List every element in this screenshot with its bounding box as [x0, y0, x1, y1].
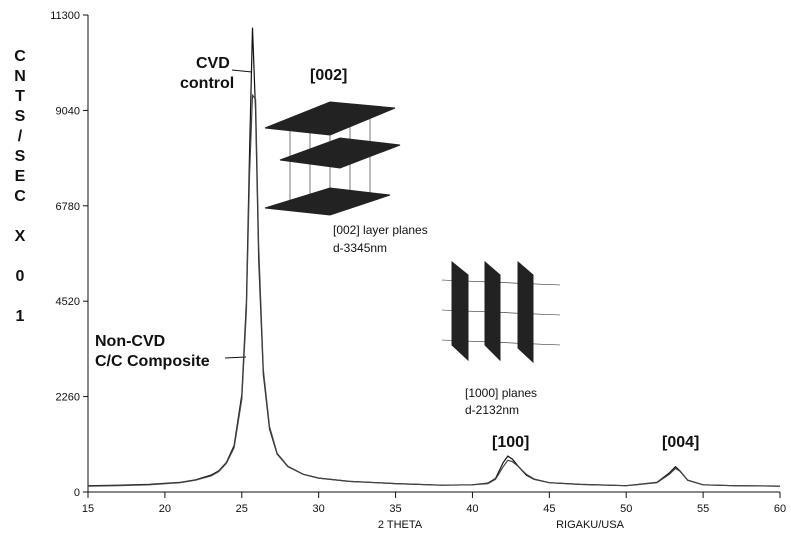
layer-illustration [264, 101, 401, 216]
y-axis-label: CNTS/SEC X 0 1 [12, 48, 29, 328]
x-tick-label: 55 [697, 503, 709, 515]
note: RIGAKU/USA [556, 519, 625, 531]
annotation: [1000] planes [465, 386, 537, 400]
annotation: [004] [662, 434, 699, 451]
series-line [87, 93, 781, 487]
y-tick-label: 2260 [56, 392, 80, 404]
y-tick-label: 0 [74, 487, 80, 499]
x-tick-label: 20 [159, 503, 171, 515]
annotation: [002] layer planes [333, 223, 428, 237]
annotation: [100] [492, 434, 529, 451]
annotation: d-3345nm [333, 241, 387, 255]
x-tick-label: 15 [82, 503, 94, 515]
series-line [87, 27, 781, 487]
annotation: d-2132nm [465, 403, 519, 417]
x-tick-label: 40 [466, 503, 478, 515]
x-tick-label: 35 [389, 503, 401, 515]
x-tick-label: 25 [236, 503, 248, 515]
plane-illustration [441, 260, 561, 364]
arrows [224, 69, 253, 359]
annotation: C/C Composite [95, 353, 210, 370]
x-tick-label: 45 [543, 503, 555, 515]
x-tick-label: 60 [774, 503, 786, 515]
annotation: CVD [196, 55, 230, 72]
annotation: Non-CVD [95, 333, 165, 350]
annotation: control [180, 75, 234, 92]
y-tick-label: 11300 [50, 10, 80, 22]
y-tick-label: 6780 [56, 201, 80, 213]
x-axis-label: 2 THETA [378, 519, 423, 531]
x-tick-label: 50 [620, 503, 632, 515]
y-tick-label: 9040 [56, 105, 80, 117]
annotation: [002] [310, 67, 347, 84]
y-tick-label: 4520 [56, 296, 80, 308]
x-tick-label: 30 [313, 503, 325, 515]
